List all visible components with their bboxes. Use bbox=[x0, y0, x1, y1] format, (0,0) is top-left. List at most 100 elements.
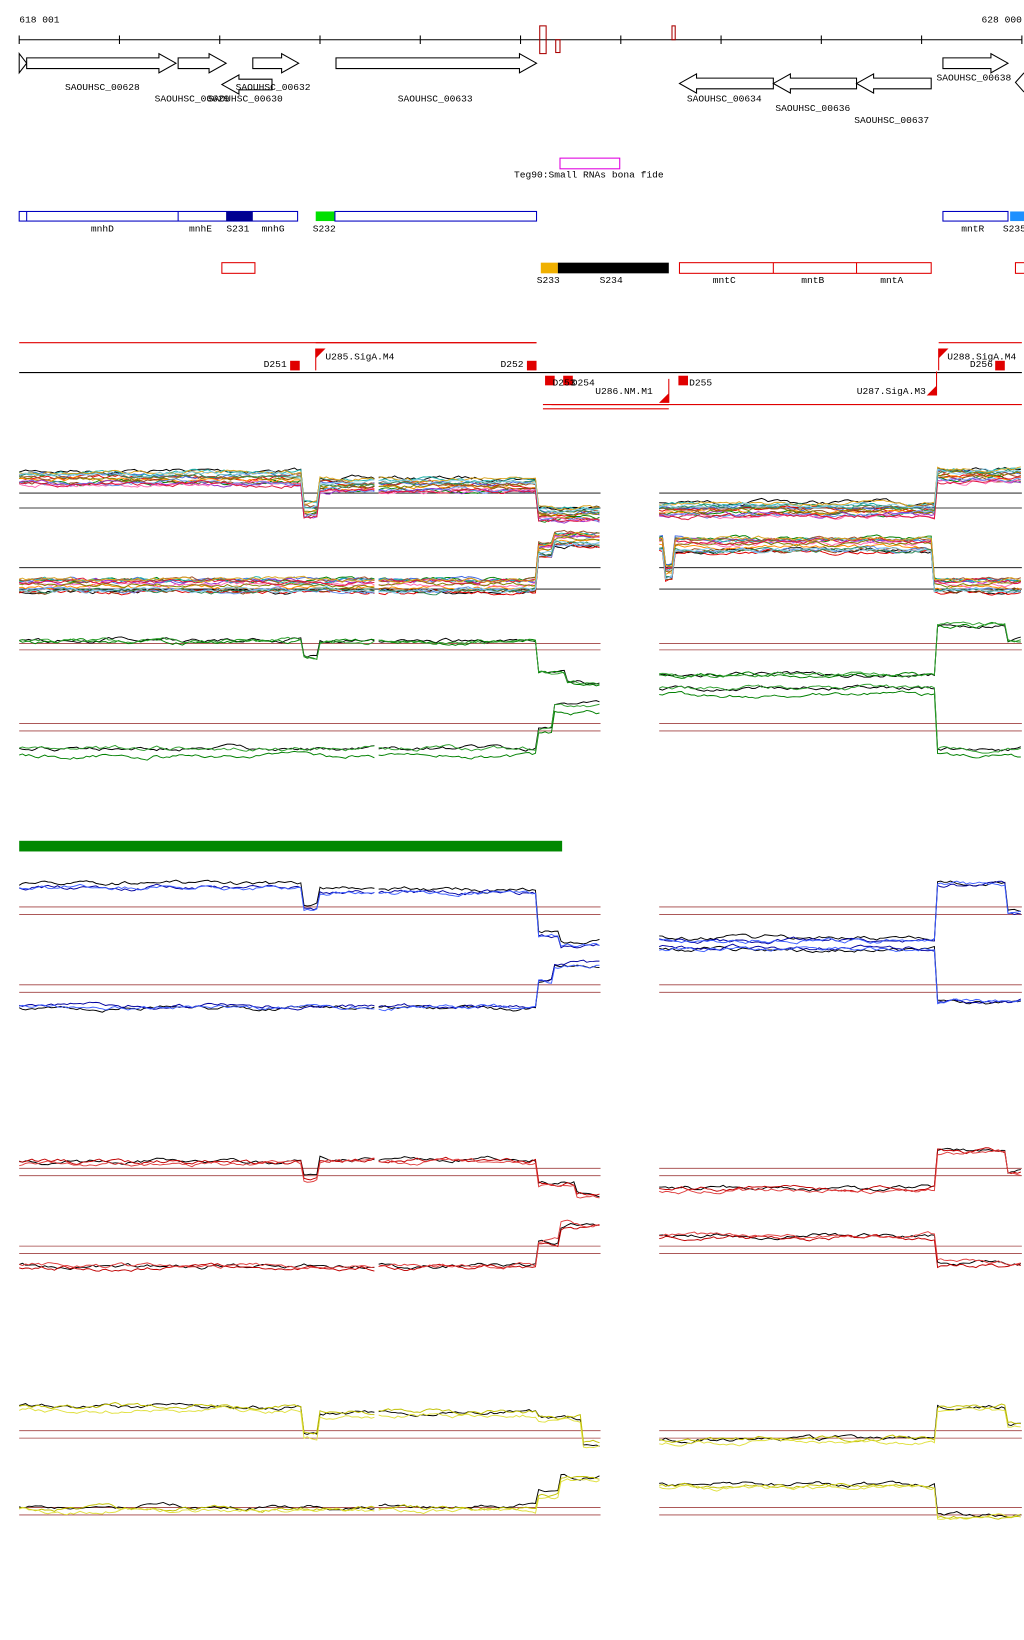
terminator bbox=[545, 375, 555, 386]
expression-trace bbox=[659, 1147, 1021, 1193]
expression-trace bbox=[378, 540, 600, 596]
expression-trace bbox=[19, 1262, 375, 1270]
expression-trace bbox=[659, 946, 1021, 1005]
expression-trace bbox=[659, 539, 1021, 589]
gene-stub bbox=[18, 52, 28, 75]
expression-trace bbox=[378, 532, 600, 583]
expression-trace bbox=[19, 744, 375, 752]
expression-trace bbox=[378, 544, 600, 595]
gene-arrow bbox=[772, 72, 858, 94]
signal-mark bbox=[671, 25, 676, 41]
promoter-label: D253 bbox=[553, 377, 576, 388]
small-rna bbox=[559, 157, 621, 170]
gene-stub bbox=[1014, 72, 1024, 93]
promoter-label: D255 bbox=[689, 377, 712, 388]
promoter-label: D252 bbox=[500, 359, 523, 370]
feature bbox=[557, 262, 669, 274]
expression-trace bbox=[378, 1224, 600, 1272]
feature bbox=[226, 211, 253, 222]
expression-trace bbox=[19, 1262, 375, 1272]
gene-arrow bbox=[177, 52, 228, 74]
feature bbox=[1014, 262, 1024, 274]
promoter-flag bbox=[938, 348, 949, 371]
feature bbox=[334, 210, 538, 222]
expression-trace bbox=[378, 639, 600, 686]
expression-trace bbox=[19, 1004, 375, 1011]
feature bbox=[18, 210, 299, 222]
expression-trace bbox=[378, 1219, 600, 1270]
expression-trace bbox=[19, 1503, 375, 1513]
expression-trace bbox=[19, 476, 375, 514]
feature bbox=[540, 262, 558, 274]
expression-trace bbox=[378, 482, 600, 517]
expression-trace bbox=[19, 478, 375, 518]
expression-trace bbox=[378, 476, 600, 511]
promoter-flag bbox=[315, 348, 326, 371]
expression-trace bbox=[378, 1475, 600, 1511]
expression-trace bbox=[659, 945, 1021, 1005]
expression-trace bbox=[378, 534, 600, 588]
expression-trace bbox=[378, 637, 600, 685]
promoter-flag bbox=[658, 378, 670, 403]
feature bbox=[942, 210, 1009, 222]
expression-trace bbox=[378, 886, 600, 945]
expression-trace bbox=[19, 479, 375, 519]
expression-trace bbox=[659, 683, 1021, 754]
expression-trace bbox=[378, 487, 600, 524]
expression-trace bbox=[659, 535, 1021, 582]
expression-trace bbox=[378, 1408, 600, 1444]
expression-trace bbox=[659, 880, 1021, 945]
expression-trace bbox=[19, 883, 375, 912]
feature-label: S233 bbox=[537, 275, 560, 286]
terminator bbox=[995, 360, 1005, 371]
expression-trace bbox=[659, 476, 1021, 521]
gene-arrow bbox=[220, 74, 273, 96]
expression-trace bbox=[659, 1404, 1021, 1445]
expression-trace bbox=[19, 1402, 375, 1435]
expression-trace bbox=[19, 577, 375, 587]
expression-trace bbox=[19, 636, 375, 660]
terminator bbox=[526, 360, 537, 371]
promoter-label: U288.SigA.M4 bbox=[947, 352, 1016, 363]
expression-trace bbox=[378, 540, 600, 594]
region-bar bbox=[19, 840, 563, 852]
promoter-label: U287.SigA.M3 bbox=[857, 386, 926, 397]
expression-trace bbox=[378, 700, 600, 752]
expression-trace bbox=[659, 1231, 1021, 1266]
promoter-flag bbox=[926, 371, 938, 396]
feature-label: S235 bbox=[1003, 224, 1024, 235]
expression-trace bbox=[659, 466, 1021, 507]
expression-trace bbox=[18, 1405, 375, 1441]
feature bbox=[221, 262, 256, 274]
expression-trace bbox=[378, 1157, 600, 1199]
promoter-label: D251 bbox=[264, 359, 287, 370]
ruler-end: 628 000 bbox=[982, 15, 1023, 26]
expression-trace bbox=[19, 1158, 375, 1181]
expression-trace bbox=[378, 709, 600, 760]
expression-trace bbox=[19, 469, 375, 505]
expression-trace bbox=[659, 880, 1021, 945]
promoter-label: U285.SigA.M4 bbox=[325, 352, 394, 363]
expression-trace bbox=[659, 1482, 1021, 1520]
feature-label: mntC bbox=[713, 275, 736, 286]
expression-trace bbox=[18, 879, 375, 907]
feature-label: mntR bbox=[961, 224, 984, 235]
ruler-start: 618 001 bbox=[19, 15, 60, 26]
feature-label: mntA bbox=[880, 275, 903, 286]
terminator bbox=[290, 360, 300, 371]
signal-mark bbox=[539, 25, 547, 55]
expression-trace bbox=[19, 470, 375, 510]
expression-trace bbox=[378, 531, 600, 583]
expression-trace bbox=[18, 1262, 375, 1270]
expression-trace bbox=[659, 1480, 1021, 1519]
gene-label: SAOUHSC_00632 bbox=[236, 82, 311, 93]
feature-label: S231 bbox=[226, 224, 249, 235]
expression-trace bbox=[659, 1407, 1021, 1447]
expression-trace bbox=[659, 621, 1021, 679]
expression-trace bbox=[19, 575, 375, 583]
feature-label: mntB bbox=[801, 275, 824, 286]
small-rna-label: Teg90:Small RNAs bona fide bbox=[514, 169, 664, 180]
gene-label: SAOUHSC_00636 bbox=[775, 103, 850, 114]
gene-arrow bbox=[252, 52, 300, 74]
